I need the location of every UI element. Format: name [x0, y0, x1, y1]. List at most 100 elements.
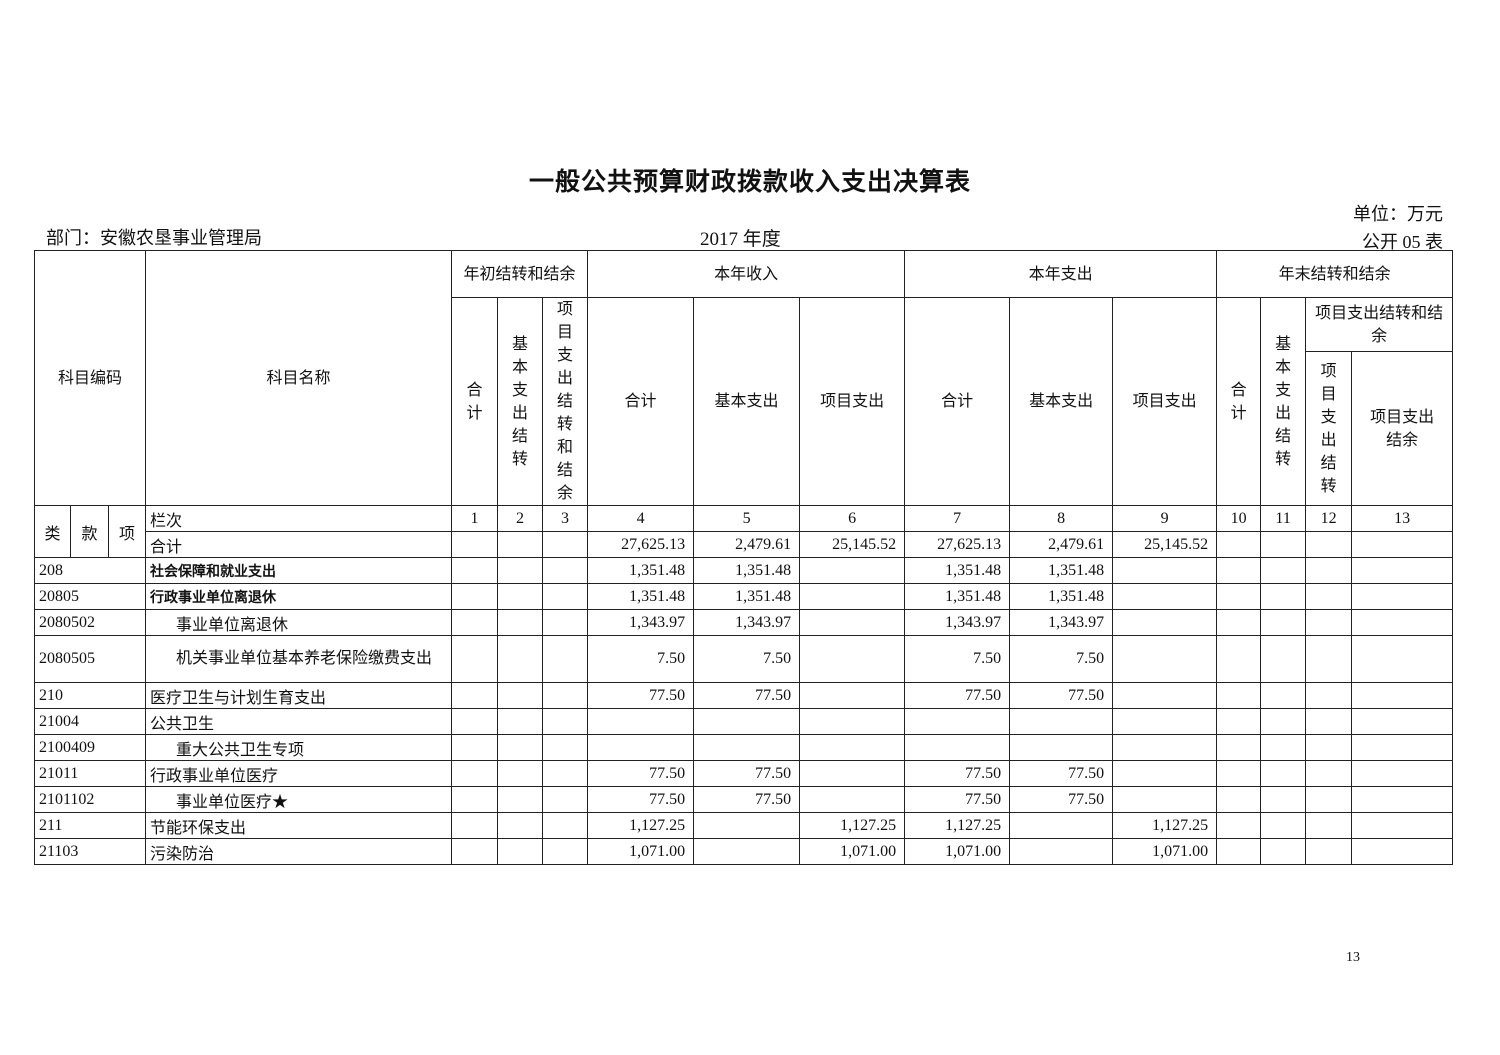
row-value-col-11 — [1260, 760, 1307, 787]
row-code: 21011 — [33, 760, 147, 787]
row-value-col-6 — [799, 635, 906, 683]
row-value-col-2 — [497, 609, 544, 636]
row-name: 行政事业单位医疗 — [145, 760, 453, 787]
total-row-label: 合计 — [145, 531, 453, 558]
row-value-col-7: 1,343.97 — [904, 609, 1011, 636]
row-value-col-2 — [497, 708, 544, 735]
row-value-col-10 — [1216, 557, 1262, 584]
row-value-col-2 — [497, 786, 544, 813]
department-label: 部门：安徽农垦事业管理局 — [46, 228, 262, 248]
row-value-col-6 — [799, 557, 906, 584]
row-value-col-9 — [1112, 609, 1218, 636]
row-value-col-5: 1,351.48 — [693, 583, 801, 610]
column-index-7: 7 — [904, 505, 1011, 532]
row-value-col-7: 77.50 — [904, 786, 1011, 813]
table-row: 21004 公共卫生 — [33, 708, 1454, 735]
header-code: 科目编码 — [33, 250, 147, 506]
table-row: 20805 行政事业单位离退休 1,351.48 1,351.48 1,351.48 1,… — [33, 583, 1454, 610]
row-value-col-4: 1,351.48 — [587, 557, 695, 584]
row-value-col-6: 1,127.25 — [799, 812, 906, 839]
total-value-col-1 — [451, 531, 499, 558]
row-value-col-3 — [542, 760, 589, 787]
table-row: 210 医疗卫生与计划生育支出 77.50 77.50 77.50 77.50 — [33, 682, 1454, 709]
row-name: 事业单位离退休 — [145, 609, 453, 636]
row-value-col-7: 1,351.48 — [904, 557, 1011, 584]
header-expense-basic: 基本支出 — [1009, 297, 1114, 506]
row-value-col-1 — [451, 682, 499, 709]
row-value-col-5 — [693, 734, 801, 761]
row-value-col-11 — [1260, 635, 1307, 683]
row-value-col-12 — [1305, 734, 1353, 761]
row-code: 211 — [33, 812, 147, 839]
header-income-total: 合计 — [587, 297, 695, 506]
row-value-col-4: 77.50 — [587, 786, 695, 813]
year-label: 2017 年度 — [700, 229, 781, 250]
header-opening-total: 合计 — [451, 297, 499, 506]
row-value-col-10 — [1216, 812, 1262, 839]
total-value-col-6: 25,145.52 — [799, 531, 906, 558]
header-closing-project-balance: 项目支出结余 — [1351, 351, 1454, 506]
row-name: 公共卫生 — [145, 708, 453, 735]
column-index-label: 栏次 — [145, 505, 453, 532]
row-value-col-10 — [1216, 635, 1262, 683]
row-code: 208 — [33, 557, 147, 584]
row-code: 210 — [33, 682, 147, 709]
row-value-col-3 — [542, 734, 589, 761]
row-value-col-11 — [1260, 682, 1307, 709]
row-value-col-1 — [451, 557, 499, 584]
total-value-col-7: 27,625.13 — [904, 531, 1011, 558]
total-value-col-13 — [1351, 531, 1454, 558]
header-income-project: 项目支出 — [799, 297, 906, 506]
column-index-2: 2 — [497, 505, 544, 532]
row-value-col-9: 1,127.25 — [1112, 812, 1218, 839]
table-row: 208 社会保障和就业支出 1,351.48 1,351.48 1,351.48 1,35… — [33, 557, 1454, 584]
row-value-col-9 — [1112, 734, 1218, 761]
header-name: 科目名称 — [145, 250, 453, 506]
row-value-col-11 — [1260, 557, 1307, 584]
total-value-col-8: 2,479.61 — [1009, 531, 1114, 558]
row-value-col-13 — [1351, 557, 1454, 584]
page-title: 一般公共预算财政拨款收入支出决算表 — [528, 169, 971, 196]
row-value-col-1 — [451, 583, 499, 610]
row-value-col-10 — [1216, 583, 1262, 610]
row-value-col-10 — [1216, 609, 1262, 636]
header-opening: 年初结转和结余 — [451, 250, 589, 298]
unit-label: 单位：万元 — [1353, 204, 1443, 224]
header-lei: 类 — [34, 505, 71, 558]
row-value-col-6 — [799, 734, 906, 761]
row-value-col-5 — [693, 838, 801, 865]
row-value-col-7 — [904, 708, 1011, 735]
row-value-col-11 — [1260, 786, 1307, 813]
row-value-col-4: 1,071.00 — [587, 838, 695, 865]
row-value-col-12 — [1305, 812, 1353, 839]
row-value-col-3 — [542, 682, 589, 709]
row-value-col-2 — [497, 557, 544, 584]
row-value-col-7: 1,351.48 — [904, 583, 1011, 610]
row-value-col-8: 77.50 — [1009, 682, 1114, 709]
row-value-col-2 — [497, 760, 544, 787]
table-row: 2100409 重大公共卫生专项 — [33, 734, 1454, 761]
row-value-col-7: 77.50 — [904, 682, 1011, 709]
row-value-col-5: 7.50 — [693, 635, 801, 683]
row-value-col-1 — [451, 838, 499, 865]
row-value-col-9: 1,071.00 — [1112, 838, 1218, 865]
row-value-col-13 — [1351, 786, 1454, 813]
row-name: 机关事业单位基本养老保险缴费支出 — [145, 635, 453, 683]
row-code: 2100409 — [33, 734, 147, 761]
row-value-col-6 — [799, 708, 906, 735]
row-value-col-8 — [1009, 812, 1114, 839]
table-row: 2080502 事业单位离退休 1,343.97 1,343.97 1,343.97 1,… — [33, 609, 1454, 636]
header-expense: 本年支出 — [904, 250, 1218, 298]
total-value-col-4: 27,625.13 — [587, 531, 695, 558]
row-value-col-4 — [587, 708, 695, 735]
column-index-10: 10 — [1216, 505, 1262, 532]
row-value-col-2 — [497, 635, 544, 683]
total-value-col-10 — [1216, 531, 1262, 558]
row-value-col-13 — [1351, 812, 1454, 839]
row-value-col-11 — [1260, 609, 1307, 636]
table-row: 2080505 机关事业单位基本养老保险缴费支出 7.50 7.50 7.50 7.50 — [33, 635, 1454, 683]
row-value-col-3 — [542, 609, 589, 636]
row-value-col-11 — [1260, 583, 1307, 610]
row-value-col-7: 1,071.00 — [904, 838, 1011, 865]
column-index-6: 6 — [799, 505, 906, 532]
